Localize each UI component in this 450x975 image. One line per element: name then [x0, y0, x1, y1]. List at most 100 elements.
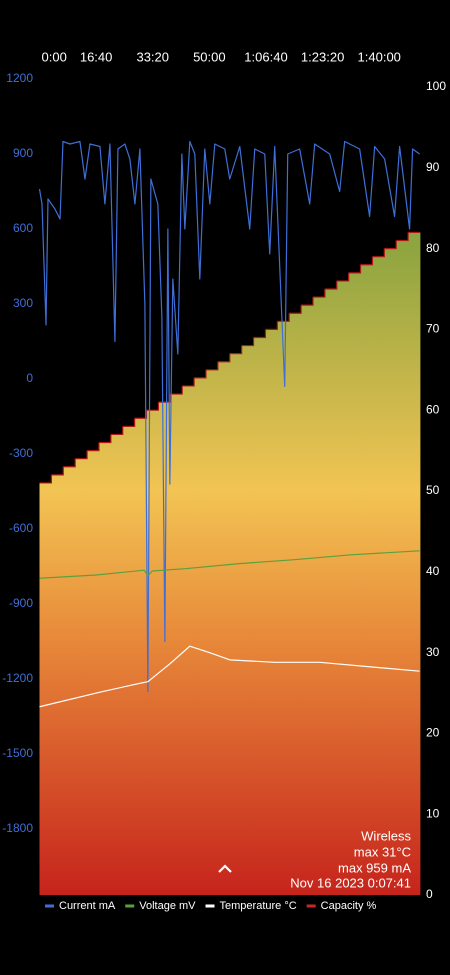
capacity-step [39, 482, 52, 895]
y-tick-label: 600 [13, 221, 33, 235]
expand-button[interactable] [218, 864, 232, 873]
x-tick-label: 1:40:00 [358, 49, 401, 64]
x-tick-label: 33:20 [136, 49, 169, 64]
y-tick-label: 900 [13, 146, 33, 160]
y-tick-label: -1200 [2, 671, 33, 685]
capacity-line [158, 394, 171, 403]
capacity-line [253, 329, 267, 339]
capacity-line [134, 410, 148, 419]
capacity-line [396, 232, 409, 242]
capacity-line [289, 305, 302, 314]
series-line [39, 645, 420, 708]
capacity-line [324, 280, 338, 290]
y2-tick-label: 50 [426, 483, 440, 497]
legend-label: Current mA [59, 900, 116, 912]
capacity-step [87, 450, 100, 895]
y2-tick-label: 0 [426, 887, 433, 901]
capacity-line [229, 345, 243, 355]
annotation: max 31°C [354, 844, 411, 859]
capacity-step [336, 280, 350, 895]
capacity-step [170, 394, 183, 895]
y2-tick-label: 20 [426, 726, 440, 740]
y2-tick-label: 70 [426, 322, 440, 336]
series-line [39, 550, 420, 579]
y-tick-label: -1500 [2, 746, 33, 760]
y2-tick-label: 40 [426, 564, 440, 578]
capacity-line [194, 369, 207, 379]
annotation: Wireless [361, 828, 411, 843]
x-tick-label: 50:00 [193, 49, 226, 64]
capacity-step [289, 313, 302, 895]
capacity-step [182, 385, 195, 895]
capacity-step [158, 402, 171, 895]
capacity-step [408, 232, 421, 895]
info-box: Wireless max 31°C max 959 mA Nov 16 2023… [290, 828, 411, 890]
capacity-step [146, 410, 159, 895]
capacity-line [146, 402, 160, 411]
capacity-step [194, 377, 207, 895]
y-tick-label: 300 [13, 296, 33, 310]
capacity-line [217, 353, 231, 363]
legend-label: Voltage mV [139, 900, 196, 912]
capacity-step [110, 434, 124, 895]
y2-tick-label: 30 [426, 645, 440, 659]
capacity-line [312, 289, 326, 298]
x-tick-label: 1:06:40 [244, 49, 287, 64]
capacity-step [360, 264, 373, 895]
capacity-line [372, 248, 385, 258]
y2-tick-label: 100 [426, 79, 446, 93]
capacity-line [277, 313, 290, 322]
capacity-step [312, 297, 326, 896]
capacity-step [253, 337, 266, 896]
capacity-line [301, 297, 314, 306]
y-tick-label: -600 [9, 521, 33, 535]
capacity-line [241, 337, 255, 347]
capacity-line [205, 361, 219, 371]
capacity-step [265, 329, 278, 895]
y2-tick-label: 10 [426, 806, 440, 820]
capacity-step [396, 240, 409, 895]
annotation: Nov 16 2023 0:07:41 [290, 875, 411, 890]
y2-tick-label: 90 [426, 160, 440, 174]
capacity-step [277, 321, 290, 895]
capacity-line [39, 474, 52, 484]
y-tick-label: -900 [9, 596, 33, 610]
y-tick-label: -300 [9, 446, 33, 460]
capacity-step [205, 369, 219, 895]
legend-label: Capacity % [321, 900, 377, 912]
plot-area: 0:00 16:40 33:20 50:00 1:06:40 1:23:20 1:40:00… [2, 49, 446, 901]
capacity-step [229, 353, 243, 895]
capacity-line [348, 264, 362, 274]
capacity-line [360, 256, 374, 266]
capacity-step [98, 442, 112, 895]
capacity-line [182, 377, 195, 387]
capacity-line [63, 458, 76, 468]
capacity-line [122, 418, 136, 427]
capacity-line [87, 442, 100, 452]
capacity-step [324, 289, 338, 895]
y2-tick-label: 80 [426, 241, 440, 255]
capacity-line [110, 426, 124, 436]
capacity-step [348, 272, 361, 896]
capacity-step [63, 466, 76, 895]
capacity-step [241, 345, 254, 895]
capacity-step [217, 361, 231, 896]
capacity-step [372, 256, 385, 895]
x-tick-label: 1:23:20 [301, 49, 344, 64]
y-tick-label: -1800 [2, 821, 33, 835]
capacity-line [98, 434, 112, 444]
capacity-line [75, 450, 88, 460]
y2-tick-label: 60 [426, 402, 440, 416]
capacity-line [336, 272, 350, 282]
series-line [38, 140, 420, 693]
x-tick-label: 0:00 [42, 49, 67, 64]
capacity-step [122, 426, 136, 895]
capacity-step [75, 458, 88, 895]
annotation: max 959 mA [338, 860, 411, 875]
capacity-step [51, 474, 64, 895]
capacity-step [301, 305, 314, 895]
y-tick-label: 1200 [6, 71, 33, 85]
capacity-line [170, 385, 183, 395]
capacity-step [384, 248, 397, 896]
